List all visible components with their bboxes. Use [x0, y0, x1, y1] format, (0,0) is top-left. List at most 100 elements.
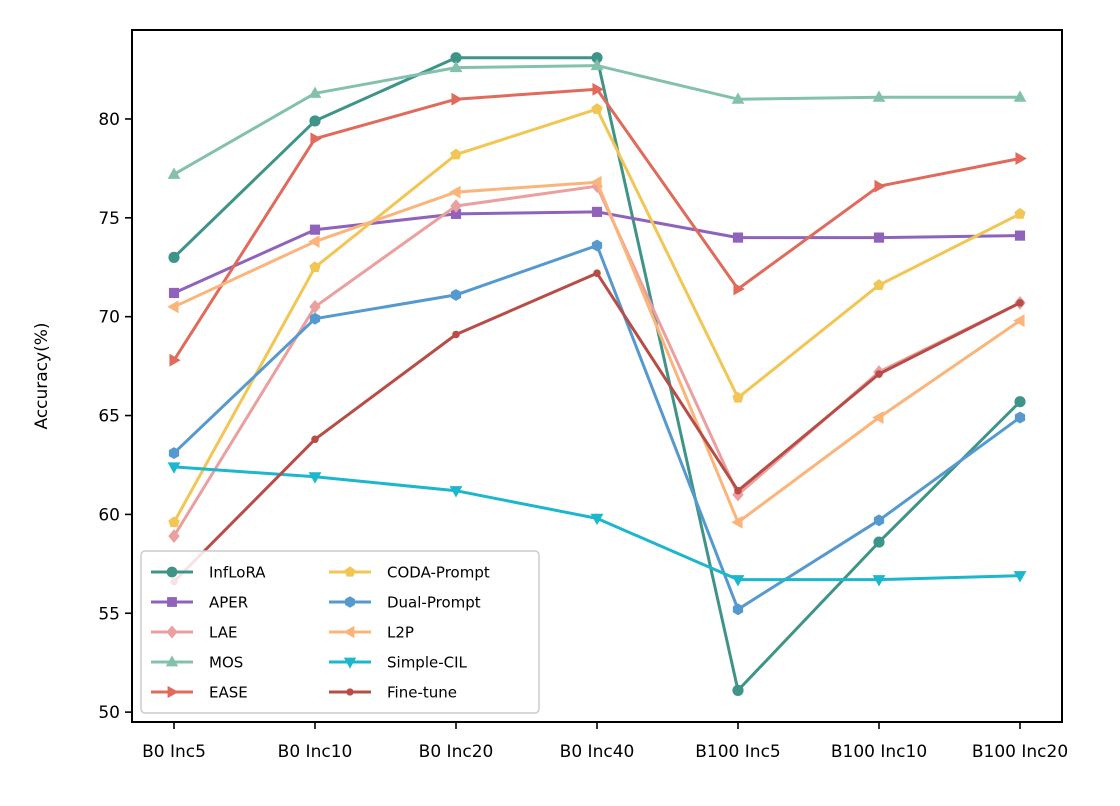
series-fine-tune: [170, 269, 1024, 586]
legend-marker: [343, 657, 357, 669]
legend-item-inflora: InfLoRA: [151, 564, 266, 582]
series-dual-prompt: [168, 239, 1026, 616]
legend-marker: [343, 625, 355, 639]
data-point-inflora: [168, 251, 180, 263]
data-point-mos: [308, 86, 322, 98]
data-point-l2p: [449, 185, 461, 199]
data-point-ease: [874, 179, 886, 193]
data-point-simple-cil: [1013, 571, 1027, 583]
series-coda-prompt: [168, 103, 1026, 528]
legend-label: MOS: [209, 654, 243, 672]
data-point-dual-prompt: [1014, 411, 1026, 424]
data-point-coda-prompt: [591, 103, 603, 114]
series-mos: [167, 58, 1027, 179]
data-point-coda-prompt: [732, 391, 744, 403]
series-line-mos: [173, 64, 1020, 176]
data-point-l2p: [872, 411, 884, 424]
legend-item-aper: APER: [151, 594, 248, 612]
legend-label: L2P: [387, 624, 414, 642]
data-point-ease: [592, 82, 604, 96]
legend-label: EASE: [209, 684, 248, 702]
data-point-ease: [1015, 152, 1027, 165]
data-point-dual-prompt: [873, 514, 885, 527]
data-point-l2p: [1013, 314, 1025, 328]
data-point-l2p: [167, 300, 179, 314]
data-point-l2p: [308, 235, 320, 248]
legend-marker: [345, 596, 355, 608]
data-point-lae: [450, 199, 462, 213]
data-point-fine-tune: [1016, 299, 1024, 307]
series-simple-cil: [167, 462, 1027, 587]
data-point-simple-cil: [308, 472, 322, 484]
legend-marker: [167, 597, 177, 607]
data-point-mos: [590, 58, 604, 71]
series-line-coda-prompt: [172, 107, 1021, 524]
y-tick-label: 60: [98, 505, 120, 525]
data-point-coda-prompt: [309, 261, 321, 273]
legend-marker: [346, 688, 354, 696]
legend-label: Fine-tune: [387, 684, 457, 702]
data-point-aper: [732, 232, 744, 243]
data-point-aper: [591, 206, 603, 217]
data-point-l2p: [590, 175, 602, 189]
x-tick-label: B0 Inc10: [278, 742, 353, 762]
data-point-mos: [167, 167, 181, 179]
data-point-fine-tune: [311, 435, 319, 444]
legend-item-mos: MOS: [151, 654, 243, 672]
data-point-fine-tune: [593, 269, 601, 277]
data-point-coda-prompt: [168, 516, 180, 528]
data-point-inflora: [732, 684, 744, 696]
data-point-inflora: [309, 115, 321, 127]
data-point-fine-tune: [734, 486, 742, 495]
data-point-coda-prompt: [1014, 207, 1026, 219]
legend-item-ease: EASE: [151, 684, 248, 702]
data-point-aper: [309, 224, 321, 235]
data-point-coda-prompt: [450, 148, 462, 160]
data-point-inflora: [873, 536, 885, 548]
y-tick-label: 75: [98, 209, 120, 229]
legend-marker: [166, 566, 178, 578]
legend-item-l2p: L2P: [329, 624, 414, 642]
data-point-fine-tune: [875, 370, 883, 378]
y-tick-label: 55: [98, 604, 120, 624]
series-inflora: [168, 52, 1026, 696]
x-tick-label: B0 Inc5: [142, 742, 206, 762]
y-tick-label: 80: [98, 110, 120, 130]
data-point-ease: [169, 353, 181, 367]
data-point-ease: [451, 92, 463, 106]
legend-label: CODA-Prompt: [387, 564, 490, 582]
series-aper: [168, 206, 1026, 299]
data-point-mos: [1013, 90, 1027, 102]
data-point-dual-prompt: [591, 239, 603, 252]
data-point-simple-cil: [731, 575, 745, 587]
data-point-dual-prompt: [309, 312, 321, 325]
data-point-lae: [168, 529, 180, 544]
data-point-aper: [873, 232, 885, 243]
data-point-dual-prompt: [732, 603, 744, 616]
data-point-ease: [310, 132, 322, 146]
legend-item-dual-prompt: Dual-Prompt: [329, 594, 481, 612]
x-tick-label: B100 Inc20: [972, 742, 1068, 762]
legend-marker: [165, 655, 179, 667]
legend-label: APER: [209, 594, 248, 612]
y-tick-label: 70: [98, 308, 120, 328]
legend-label: LAE: [209, 624, 237, 642]
legend-marker: [167, 685, 179, 699]
data-point-mos: [731, 92, 745, 104]
legend: InfLoRA APER LAE MOS EASE CODA-Prompt Dual-Pro…: [140, 550, 540, 714]
legend-item-fine-tune: Fine-tune: [329, 684, 457, 702]
legend-marker: [166, 625, 178, 639]
data-point-fine-tune: [452, 330, 460, 339]
legend-marker: [344, 566, 356, 577]
x-tick-label: B100 Inc10: [831, 742, 927, 762]
series-ease: [169, 82, 1027, 367]
legend-item-lae: LAE: [151, 624, 237, 642]
series-lae: [168, 179, 1026, 544]
x-tick-label: B0 Inc40: [560, 742, 635, 762]
data-point-mos: [449, 60, 463, 73]
data-point-l2p: [731, 515, 743, 529]
legend-item-simple-cil: Simple-CIL: [329, 654, 468, 672]
legend-label: InfLoRA: [209, 564, 266, 582]
data-point-simple-cil: [872, 575, 886, 587]
